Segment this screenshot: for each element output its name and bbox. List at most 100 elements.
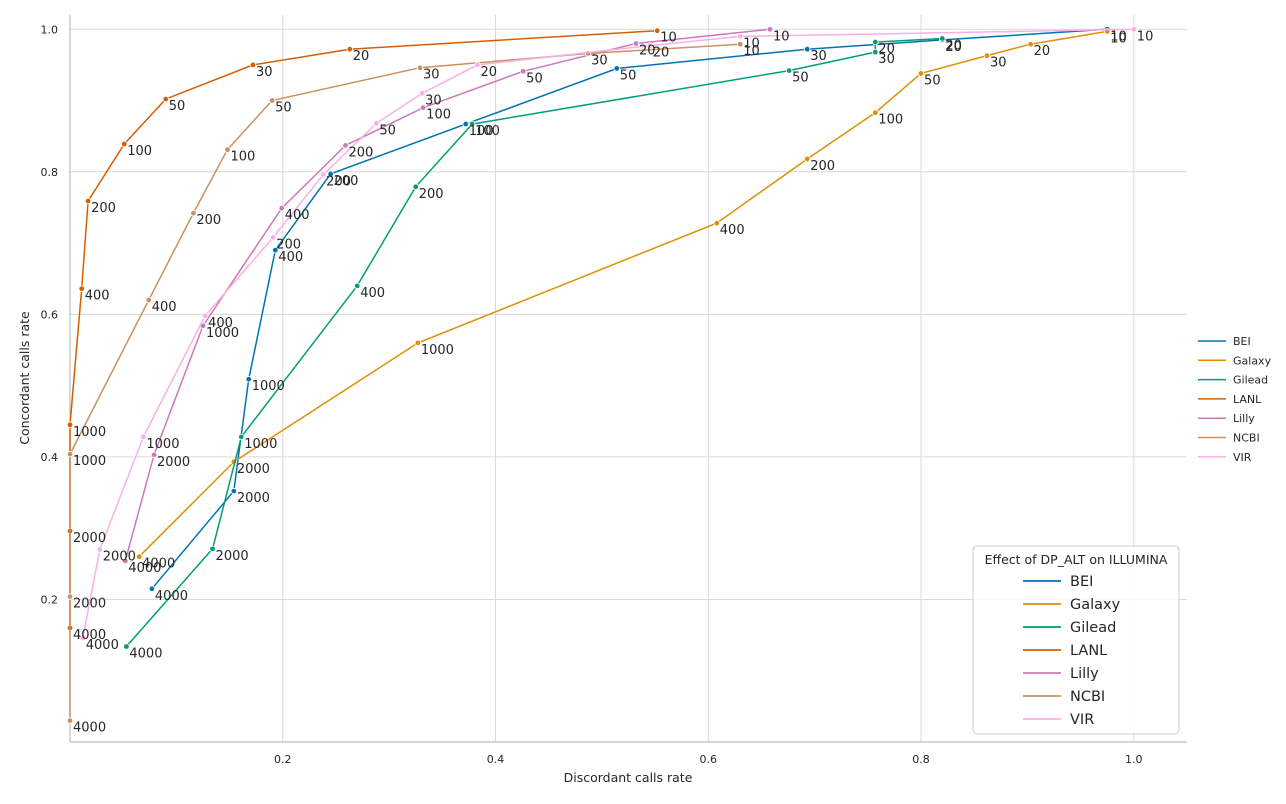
data-point-vir [319, 171, 327, 178]
inner-legend-label-lanl: LANL [1070, 643, 1107, 659]
axes-layer: 0.2 0.4 0.6 0.8 1.0 0.2 0.4 0.6 0.8 1.0 [41, 15, 1187, 766]
series-line-bei [151, 28, 1108, 590]
x-tick-label: 1.0 [1125, 753, 1143, 766]
data-label-bei: 200 [334, 174, 359, 189]
data-label-galaxy: 10 [1110, 31, 1127, 46]
data-label-bei: 20 [945, 40, 962, 55]
data-point-galaxy [804, 155, 811, 163]
data-label-lilly: 4000 [128, 561, 161, 576]
data-label-ncbi: 50 [275, 101, 292, 116]
data-label-lanl: 10 [660, 31, 677, 46]
side-legend-label-galaxy: Galaxy [1233, 354, 1272, 367]
data-label-lilly: 20 [639, 44, 656, 59]
data-label-lanl: 400 [85, 289, 110, 304]
data-label-galaxy: 2000 [237, 462, 270, 477]
data-point-gilead [209, 545, 216, 553]
data-label-vir: 20 [480, 65, 497, 80]
data-label-gilead: 20 [878, 42, 895, 57]
inner-legend-frame [972, 545, 1180, 735]
data-point-galaxy [872, 109, 879, 116]
data-label-gilead: 4000 [129, 646, 162, 661]
inner-legend-label-gilead: Gilead [1070, 620, 1116, 636]
data-point-lanl [162, 95, 169, 103]
data-label-lanl: 4000 [73, 628, 106, 643]
data-label-bei: 50 [620, 68, 637, 83]
data-point-vir [140, 433, 147, 441]
x-axis-title: Discordant calls rate [564, 770, 693, 785]
point-labels-layer: 1020305010020040010002000400010203050100… [73, 29, 1153, 735]
data-label-gilead: 20 [945, 39, 962, 54]
data-label-gilead: 50 [792, 71, 809, 86]
y-tick-label: 0.2 [41, 593, 59, 606]
data-point-galaxy [1027, 41, 1034, 48]
x-tick-label: 0.8 [912, 753, 930, 766]
y-axis-title: Concordant calls rate [17, 311, 32, 445]
data-point-lilly [419, 104, 427, 111]
data-point-vir [646, 42, 653, 49]
data-label-galaxy: 30 [990, 56, 1007, 71]
data-label-vir: 10 [1137, 29, 1154, 44]
data-point-lilly [278, 204, 285, 212]
data-label-bei: 1000 [252, 379, 285, 394]
data-label-vir: 200 [276, 237, 301, 252]
inner-legend-items: BEI Galaxy Gilead LANL Lilly NCBI VIR [1023, 574, 1121, 728]
data-point-gilead [238, 433, 245, 441]
data-point-gilead [872, 38, 879, 46]
side-legend-label-ncbi: NCBI [1233, 432, 1260, 445]
data-label-lilly: 200 [349, 145, 374, 160]
series-line-gilead [125, 37, 943, 647]
data-point-ncbi [737, 41, 744, 48]
data-label-lanl: 200 [91, 201, 116, 216]
data-label-ncbi: 10 [743, 44, 760, 59]
y-tick-label: 1.0 [41, 23, 59, 36]
data-label-gilead: 400 [360, 286, 385, 301]
data-point-lanl [84, 197, 92, 205]
inner-legend-label-bei: BEI [1070, 574, 1093, 590]
data-label-vir: 50 [379, 123, 396, 138]
data-point-lanl [346, 46, 353, 53]
data-point-gilead [412, 183, 419, 190]
data-point-vir [1130, 26, 1138, 33]
data-point-bei [613, 65, 620, 72]
data-point-ncbi [584, 50, 592, 57]
data-point-ncbi [66, 717, 74, 724]
data-label-ncbi: 1000 [73, 454, 106, 469]
data-label-gilead: 30 [878, 52, 895, 67]
data-point-galaxy [983, 52, 991, 59]
data-point-vir [474, 61, 481, 69]
data-point-gilead [872, 48, 879, 56]
data-point-lanl [654, 27, 661, 34]
data-point-galaxy [713, 219, 720, 227]
inner-legend-label-lilly: Lilly [1070, 666, 1099, 682]
data-point-bei [148, 585, 156, 592]
series-gilead [123, 35, 946, 650]
data-label-lilly: 400 [285, 208, 310, 223]
y-tick-label: 0.4 [41, 451, 59, 464]
data-point-bei [230, 487, 238, 495]
data-label-ncbi: 2000 [73, 597, 106, 612]
data-point-bei [327, 170, 334, 178]
data-label-vir: 1000 [146, 437, 179, 452]
data-point-ncbi [145, 296, 152, 304]
data-point-lanl [121, 140, 128, 148]
grid-layer [70, 15, 1187, 742]
series-ncbi [66, 41, 744, 724]
data-label-gilead: 100 [475, 124, 500, 139]
data-label-vir: 20 [653, 46, 670, 61]
series-line-vir [82, 28, 1134, 639]
data-point-vir [269, 234, 277, 241]
data-point-ncbi [268, 97, 276, 104]
x-tick-label: 0.6 [700, 753, 718, 766]
data-label-gilead: 1000 [244, 437, 277, 452]
data-label-galaxy: 4000 [142, 557, 175, 572]
data-point-bei [462, 120, 469, 128]
side-legend-label-lilly: Lilly [1233, 412, 1255, 425]
series-line-ncbi [69, 43, 741, 721]
data-label-ncbi: 30 [423, 68, 440, 83]
side-legend: BEI Galaxy Gilead LANL Lilly NCBI VIR [1198, 335, 1272, 464]
data-point-vir [373, 120, 380, 127]
data-point-ncbi [190, 209, 197, 217]
data-label-lanl: 30 [256, 65, 273, 80]
